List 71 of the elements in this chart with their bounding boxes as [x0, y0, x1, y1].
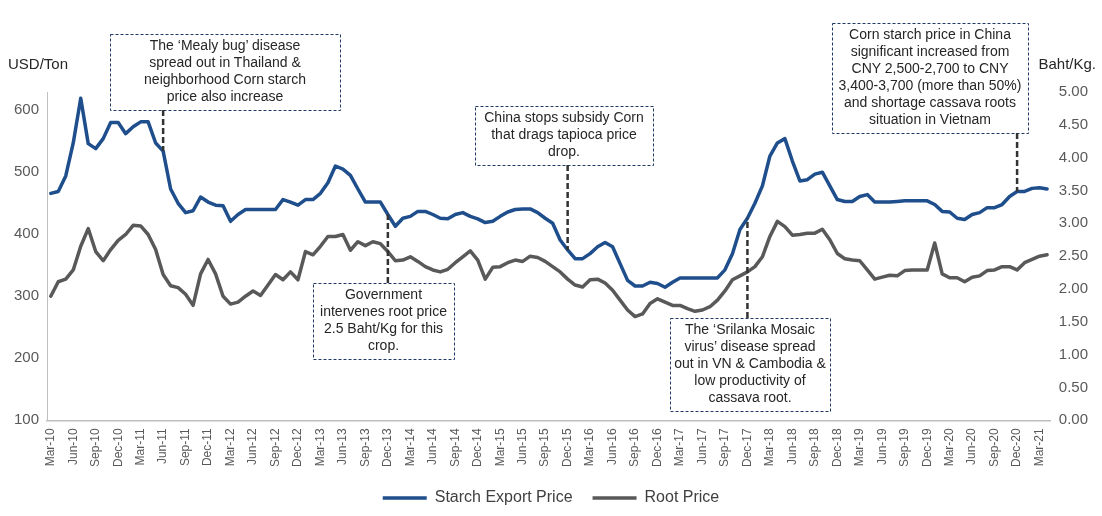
y2-tick-label: 4.50	[1058, 114, 1089, 132]
y-tick-label: 600	[14, 99, 40, 117]
y2-tick-label: 1.00	[1058, 344, 1089, 362]
x-tick-label: Dec-14	[470, 427, 485, 467]
x-tick-label: Mar-10	[43, 427, 58, 467]
y2-tick-label: 2.50	[1058, 246, 1089, 264]
legend-label: Starch Export Price	[434, 488, 573, 506]
x-tick-label: Mar-11	[132, 427, 147, 466]
x-tick-label: Dec-12	[290, 427, 305, 467]
x-tick-label: Dec-10	[110, 427, 125, 467]
x-tick-label: Jun-11	[155, 427, 170, 465]
annotation: The ‘Mealy bug’ disease spread out in Thailand & neighborhood Corn starch price also increase	[144, 36, 306, 104]
y2-tick-label: 4.00	[1058, 147, 1089, 165]
x-tick-label: Dec-19	[919, 427, 934, 467]
annotation: Corn starch price in China significant increased from CNY 2,500-2,700 to CNY 3,400-3,700 (more than 50%) and shortage cassava roots situation in Vietnam	[838, 25, 1022, 127]
y-axis-title: USD/Ton	[8, 54, 69, 72]
x-tick-label: Jun-12	[245, 427, 260, 466]
x-tick-label: Jun-19	[874, 427, 889, 466]
x-tick-label: Sep-13	[357, 427, 372, 468]
x-tick-label: Sep-18	[807, 427, 822, 468]
x-tick-label: Jun-15	[515, 427, 530, 466]
annotation: The ‘Srilanka Mosaic virus’ disease spread out in VN & Cambodia & low productivity of cassava root.	[674, 320, 827, 405]
x-tick-label: Jun-18	[784, 427, 799, 466]
x-tick-label: Jun-20	[964, 427, 979, 466]
x-tick-label: Dec-11	[200, 427, 215, 467]
y-tick-label: 100	[14, 410, 40, 428]
y2-tick-label: 3.50	[1058, 180, 1089, 198]
y2-axis-title: Baht/Kg.	[1038, 54, 1096, 72]
y2-tick-label: 5.00	[1058, 82, 1089, 100]
x-tick-label: Sep-15	[537, 427, 552, 468]
y-tick-label: 500	[14, 161, 40, 179]
y-tick-label: 400	[14, 223, 40, 241]
y-tick-label: 300	[14, 286, 40, 304]
x-tick-label: Jun-10	[65, 427, 80, 466]
x-tick-label: Sep-11	[177, 427, 192, 467]
y2-tick-label: 0.50	[1058, 377, 1089, 395]
x-tick-label: Mar-15	[492, 427, 507, 467]
y2-tick-label: 1.50	[1058, 311, 1089, 329]
x-tick-label: Dec-20	[1009, 427, 1024, 467]
x-tick-label: Mar-19	[852, 427, 867, 467]
x-tick-label: Dec-16	[649, 427, 664, 467]
y-tick-label: 200	[14, 348, 40, 366]
x-tick-label: Jun-14	[425, 427, 440, 466]
x-tick-label: Mar-14	[402, 427, 417, 467]
x-tick-label: Dec-15	[559, 427, 574, 467]
annotation: Government intervenes root price 2.5 Baht/Kg for this crop.	[320, 285, 448, 353]
x-tick-label: Jun-17	[694, 427, 709, 466]
x-tick-label: Sep-10	[88, 427, 103, 468]
x-tick-label: Sep-20	[986, 427, 1001, 468]
x-tick-label: Sep-16	[627, 427, 642, 468]
x-tick-label: Mar-21	[1031, 427, 1046, 467]
legend-label: Root Price	[644, 488, 720, 506]
x-tick-label: Jun-13	[335, 427, 350, 466]
x-tick-label: Dec-17	[739, 427, 754, 467]
annotation: China stops subsidy Corn that drags tapioca price drop.	[484, 108, 644, 159]
x-tick-label: Mar-17	[672, 427, 687, 467]
x-tick-label: Dec-18	[829, 427, 844, 467]
x-tick-label: Mar-20	[941, 427, 956, 467]
y2-tick-label: 2.00	[1058, 279, 1089, 297]
y2-tick-label: 3.00	[1058, 213, 1089, 231]
x-tick-label: Sep-19	[897, 427, 912, 468]
x-tick-label: Mar-18	[762, 427, 777, 467]
x-tick-label: Dec-13	[380, 427, 395, 467]
x-tick-label: Sep-14	[447, 427, 462, 468]
x-tick-label: Sep-12	[267, 427, 282, 468]
x-tick-label: Sep-17	[717, 427, 732, 468]
x-tick-label: Mar-12	[222, 427, 237, 467]
x-tick-label: Mar-16	[582, 427, 597, 467]
x-tick-label: Jun-16	[604, 427, 619, 466]
x-tick-label: Mar-13	[312, 427, 327, 467]
y2-tick-label: 0.00	[1058, 410, 1089, 428]
